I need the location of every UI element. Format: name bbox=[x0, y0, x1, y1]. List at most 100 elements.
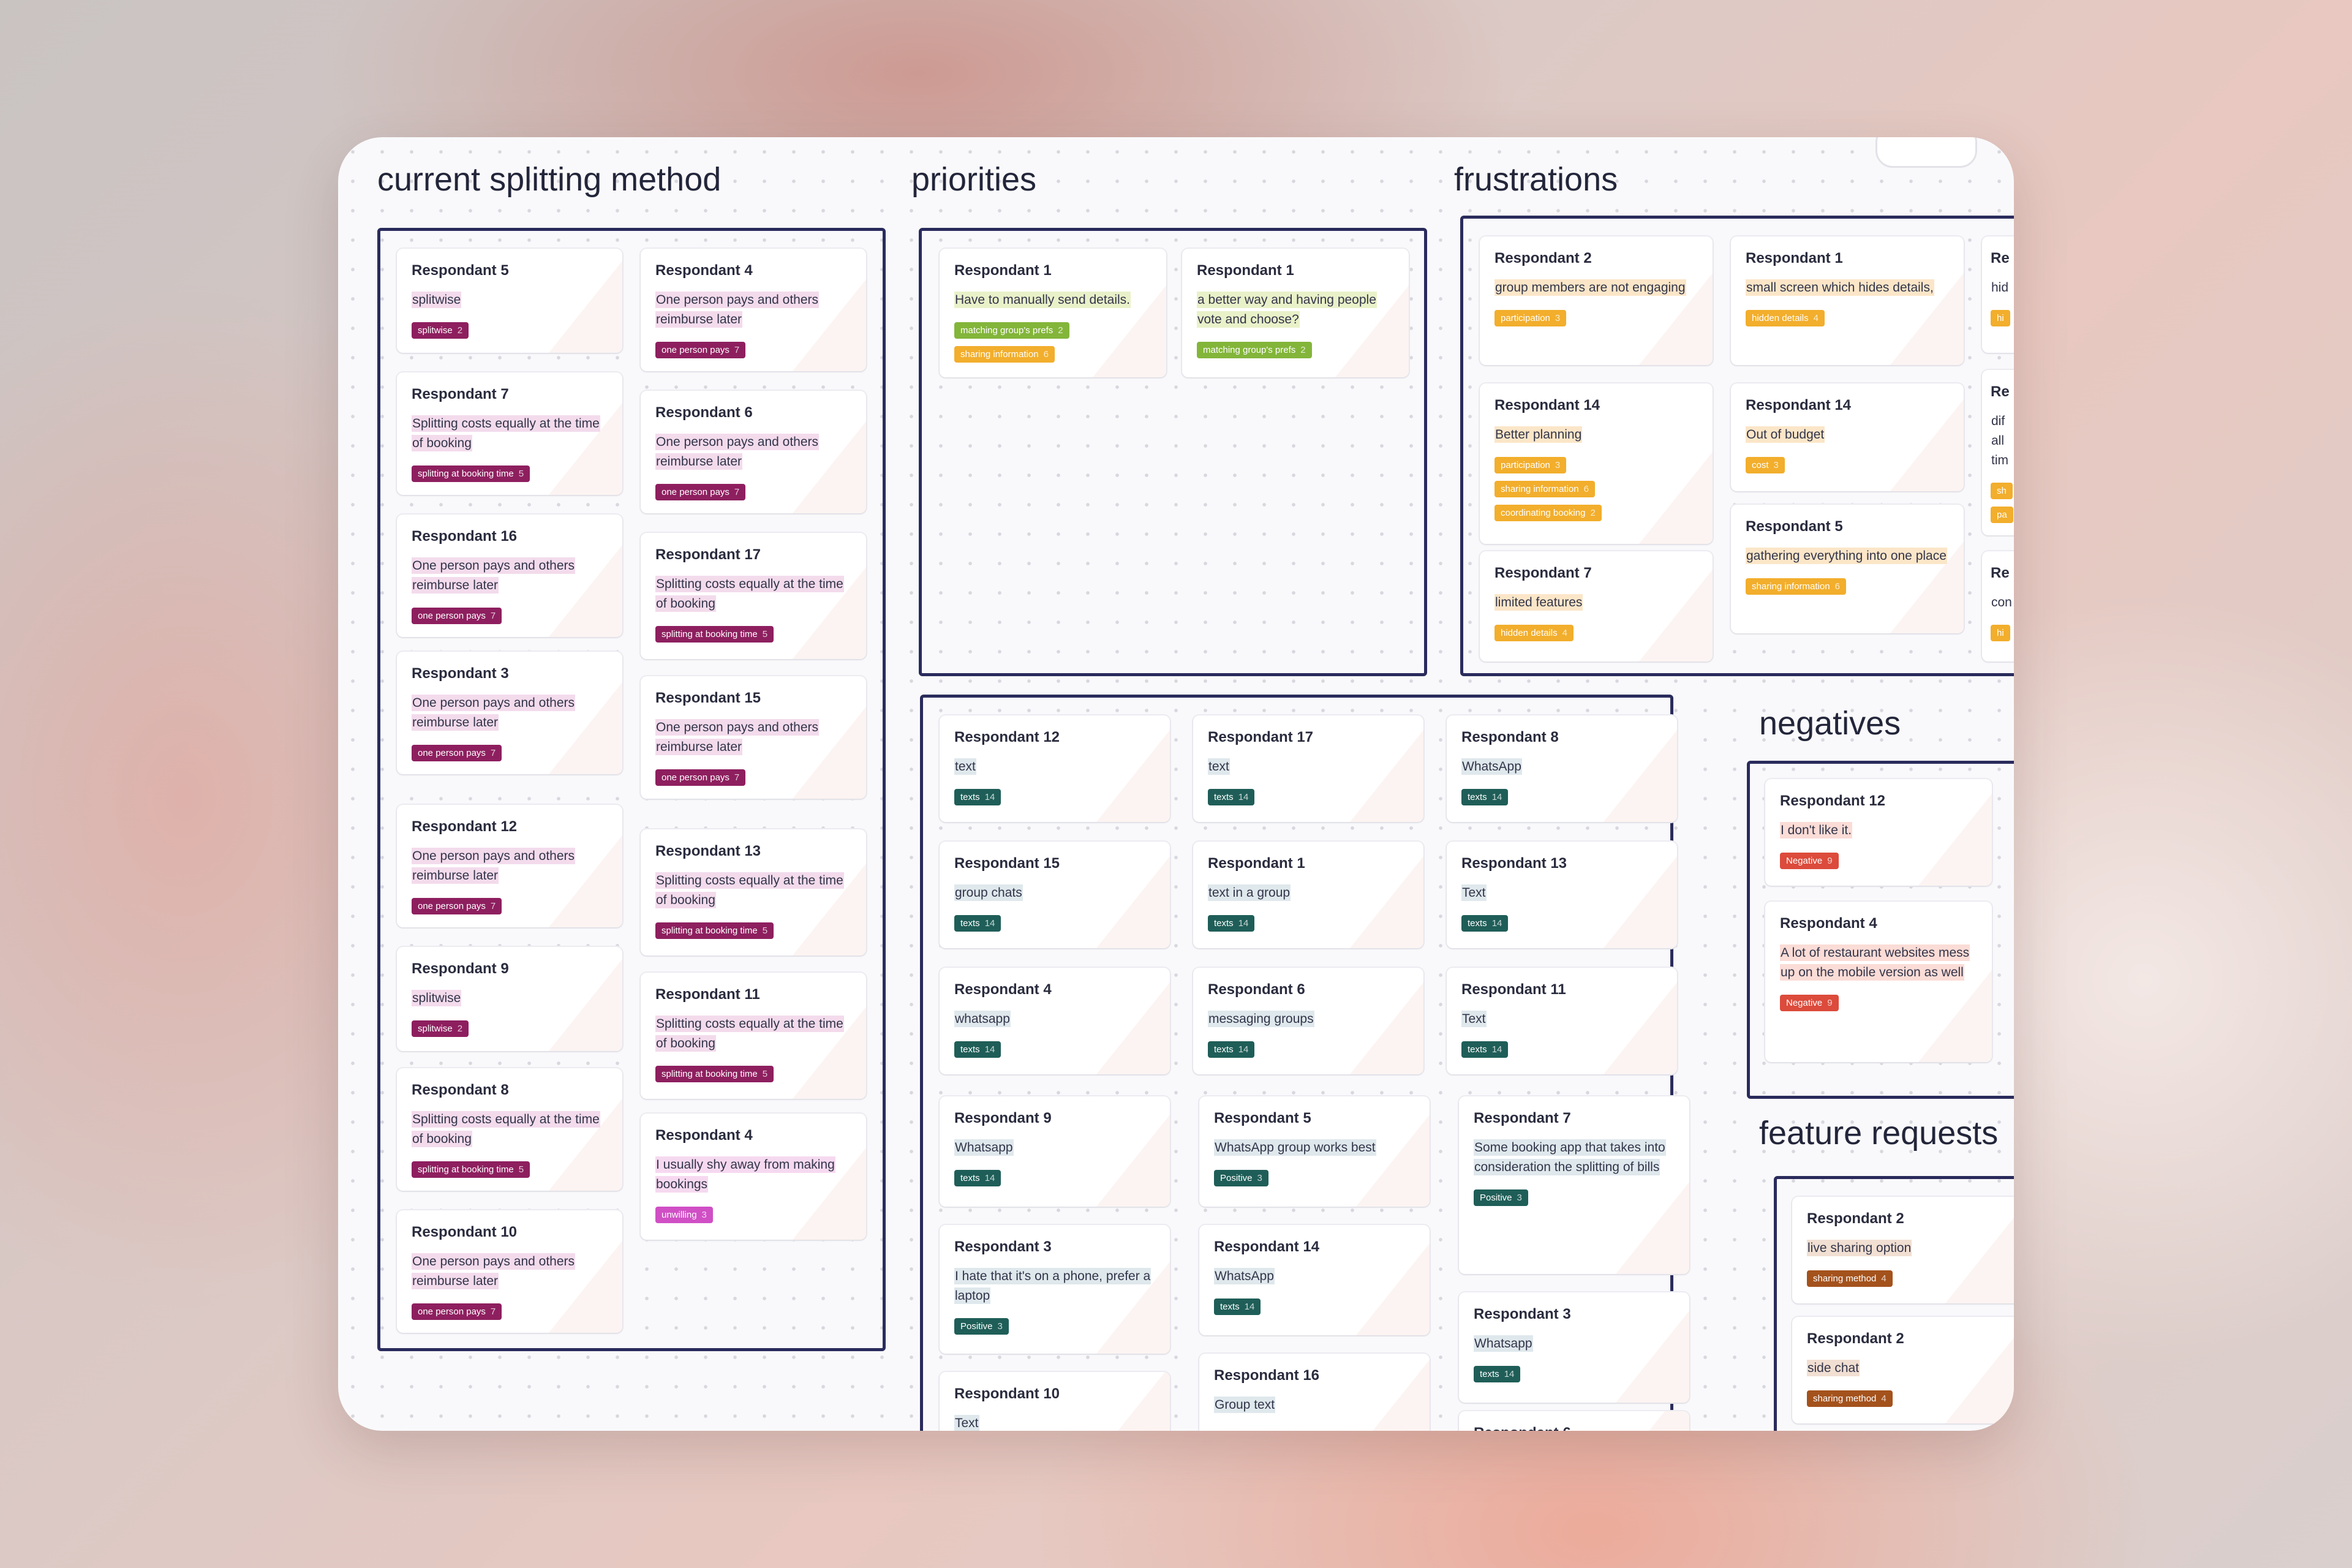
tag-badge[interactable]: texts 14 bbox=[954, 915, 1001, 932]
tag-badge[interactable]: texts 14 bbox=[1208, 789, 1255, 805]
tag-badge[interactable]: hidden details 4 bbox=[1494, 625, 1574, 641]
tag-badge[interactable]: texts 14 bbox=[1461, 915, 1509, 932]
sticky-note[interactable]: Respondant 14 Better planning participat… bbox=[1480, 383, 1713, 544]
sticky-note[interactable]: Respondant 1 small screen which hides de… bbox=[1731, 236, 1964, 365]
sticky-note[interactable]: Respondant 7 limited features hidden det… bbox=[1480, 551, 1713, 662]
sticky-note[interactable]: Respondant 5 gathering everything into o… bbox=[1731, 505, 1964, 633]
tag-badge[interactable]: one person pays 7 bbox=[655, 342, 746, 358]
sticky-note[interactable]: Respondant 1 a better way and having peo… bbox=[1182, 249, 1409, 377]
sticky-note[interactable]: Respondant 9 Whatsapp texts 14 bbox=[940, 1096, 1170, 1207]
sticky-note[interactable]: Respondant 17 text texts 14 bbox=[1193, 715, 1423, 822]
tag-badge[interactable]: texts 14 bbox=[1461, 1041, 1509, 1058]
tag-badge[interactable]: matching group's prefs 2 bbox=[1197, 342, 1312, 358]
tag-badge[interactable]: participation 3 bbox=[1494, 310, 1567, 326]
sticky-note[interactable]: Respondant 3 Whatsapp texts 14 bbox=[1459, 1292, 1689, 1403]
sticky-note[interactable]: Respondant 14 Out of budget cost 3 bbox=[1731, 383, 1964, 491]
sticky-note[interactable]: Respondant 16 One person pays and others… bbox=[397, 514, 622, 637]
sticky-note[interactable]: Respondant 10 One person pays and others… bbox=[397, 1210, 622, 1333]
tag-badge[interactable]: texts 14 bbox=[954, 789, 1001, 805]
tag-badge[interactable]: Positive 3 bbox=[954, 1318, 1009, 1335]
sticky-note[interactable]: Respondant 10 Text bbox=[940, 1372, 1170, 1431]
sticky-note[interactable]: Respondant 1 Have to manually send detai… bbox=[940, 249, 1166, 377]
tag-badge[interactable]: sharing method 4 bbox=[1807, 1270, 1893, 1287]
tag-badge[interactable]: one person pays 7 bbox=[412, 745, 502, 761]
tag-badge[interactable]: coordinating booking 2 bbox=[1494, 505, 1602, 521]
tag-badge[interactable]: splitting at booking time 5 bbox=[412, 1161, 530, 1178]
sticky-note[interactable]: Respondant 15 group chats texts 14 bbox=[940, 842, 1170, 948]
tag-badge[interactable]: matching group's prefs 2 bbox=[954, 322, 1069, 339]
tag-badge[interactable]: one person pays 7 bbox=[412, 1303, 502, 1320]
sticky-note[interactable]: Respondant 2 group members are not engag… bbox=[1480, 236, 1713, 365]
tag-badge[interactable]: Positive 3 bbox=[1474, 1189, 1528, 1206]
tag-badge[interactable]: one person pays 7 bbox=[655, 484, 746, 500]
sticky-note[interactable]: Respondant 4 A lot of restaurant website… bbox=[1765, 902, 1992, 1062]
sticky-note[interactable]: Respondant 2 live sharing option sharing… bbox=[1792, 1197, 2014, 1303]
tag-badge[interactable]: one person pays 7 bbox=[655, 769, 746, 786]
tag-badge[interactable]: splitwise 2 bbox=[412, 322, 469, 339]
tag-badge[interactable]: splitting at booking time 5 bbox=[655, 922, 774, 939]
tag-badge[interactable]: texts 14 bbox=[1214, 1298, 1261, 1315]
tag-badge[interactable]: texts 14 bbox=[1461, 789, 1509, 805]
sticky-note[interactable]: Respondant 6 One person pays and others … bbox=[641, 391, 866, 513]
sticky-note[interactable]: Respondant 17 Splitting costs equally at… bbox=[641, 533, 866, 659]
tag-badge[interactable]: Negative 9 bbox=[1780, 995, 1839, 1011]
tag-badge[interactable]: one person pays 7 bbox=[412, 898, 502, 914]
sticky-note[interactable]: Respondant 13 Splitting costs equally at… bbox=[641, 829, 866, 956]
sticky-note[interactable]: Respondant 3 One person pays and others … bbox=[397, 652, 622, 774]
tag-badge[interactable]: splitting at booking time 5 bbox=[655, 626, 774, 643]
tag-badge[interactable]: hi bbox=[1991, 310, 2010, 326]
sticky-note[interactable]: Respondant 4 whatsapp texts 14 bbox=[940, 968, 1170, 1074]
tag-badge[interactable]: one person pays 7 bbox=[412, 608, 502, 624]
toolbar-handle[interactable] bbox=[1875, 137, 1977, 168]
tag-badge[interactable]: Negative 9 bbox=[1780, 853, 1839, 869]
tag-badge[interactable]: sharing information 6 bbox=[1746, 578, 1846, 595]
tag-badge[interactable]: texts 14 bbox=[954, 1170, 1001, 1186]
sticky-note[interactable]: Respondant 8 Splitting costs equally at … bbox=[397, 1068, 622, 1191]
sticky-note[interactable]: Respondant 13 Text texts 14 bbox=[1447, 842, 1677, 948]
tag-badge[interactable]: cost 3 bbox=[1746, 457, 1785, 473]
sticky-note[interactable]: Respondant 7 Splitting costs equally at … bbox=[397, 372, 622, 495]
sticky-note[interactable]: Respondant 6 bbox=[1459, 1411, 1689, 1431]
group-current-splitting-method[interactable] bbox=[377, 228, 886, 1351]
sticky-note[interactable]: Respondant 2 side chat sharing method 4 bbox=[1792, 1317, 2014, 1423]
sticky-note[interactable]: Re hid hi bbox=[1982, 236, 2014, 353]
tag-badge[interactable]: pa bbox=[1991, 507, 2013, 523]
tag-badge[interactable]: sharing method 4 bbox=[1807, 1390, 1893, 1407]
sticky-note[interactable]: Respondant 11 Splitting costs equally at… bbox=[641, 973, 866, 1099]
sticky-note[interactable]: Respondant 14 WhatsApp texts 14 bbox=[1199, 1225, 1430, 1335]
tag-badge[interactable]: Positive 3 bbox=[1214, 1170, 1268, 1186]
sticky-note[interactable]: Respondant 6 messaging groups texts 14 bbox=[1193, 968, 1423, 1074]
tag-badge[interactable]: splitting at booking time 5 bbox=[412, 466, 530, 482]
sticky-note[interactable]: Respondant 12 text texts 14 bbox=[940, 715, 1170, 822]
tag-badge[interactable]: splitwise 2 bbox=[412, 1020, 469, 1037]
sticky-note[interactable]: Re dif all tim sh pa bbox=[1982, 370, 2014, 535]
tag-badge[interactable]: texts 14 bbox=[1208, 915, 1255, 932]
sticky-note[interactable]: Respondant 5 splitwise splitwise 2 bbox=[397, 249, 622, 353]
whiteboard-canvas[interactable]: current splitting method priorities frus… bbox=[338, 137, 2014, 1431]
sticky-note[interactable]: Respondant 1 text in a group texts 14 bbox=[1193, 842, 1423, 948]
tag-badge[interactable]: texts 14 bbox=[1208, 1041, 1255, 1058]
sticky-note[interactable]: Respondant 4 One person pays and others … bbox=[641, 249, 866, 371]
tag-badge[interactable]: sh bbox=[1991, 483, 2013, 499]
group-frustrations[interactable] bbox=[1460, 216, 2014, 676]
tag-badge[interactable]: sharing information 6 bbox=[954, 346, 1055, 363]
sticky-note[interactable]: Respondant 11 Text texts 14 bbox=[1447, 968, 1677, 1074]
sticky-note[interactable]: Re con hi bbox=[1982, 551, 2014, 662]
group-feature-requests[interactable] bbox=[1774, 1176, 2014, 1431]
sticky-note[interactable]: Respondant 5 WhatsApp group works best P… bbox=[1199, 1096, 1430, 1207]
tag-badge[interactable]: texts 14 bbox=[954, 1041, 1001, 1058]
sticky-note[interactable]: Respondant 3 I hate that it's on a phone… bbox=[940, 1225, 1170, 1354]
tag-badge[interactable]: texts 14 bbox=[1474, 1366, 1521, 1382]
tag-badge[interactable]: sharing information 6 bbox=[1494, 481, 1595, 497]
group-negatives[interactable] bbox=[1747, 761, 2014, 1099]
group-priorities[interactable] bbox=[919, 228, 1427, 676]
sticky-note[interactable]: Respondant 7 Some booking app that takes… bbox=[1459, 1096, 1689, 1274]
tag-badge[interactable]: hi bbox=[1991, 625, 2010, 641]
sticky-note[interactable]: Respondant 12 One person pays and others… bbox=[397, 805, 622, 927]
tag-badge[interactable]: participation 3 bbox=[1494, 457, 1567, 473]
tag-badge[interactable]: splitting at booking time 5 bbox=[655, 1066, 774, 1082]
tag-badge[interactable]: hidden details 4 bbox=[1746, 310, 1825, 326]
sticky-note[interactable]: Respondant 9 splitwise splitwise 2 bbox=[397, 947, 622, 1051]
sticky-note[interactable]: Respondant 15 One person pays and others… bbox=[641, 676, 866, 799]
tag-badge[interactable]: unwilling 3 bbox=[655, 1207, 713, 1223]
